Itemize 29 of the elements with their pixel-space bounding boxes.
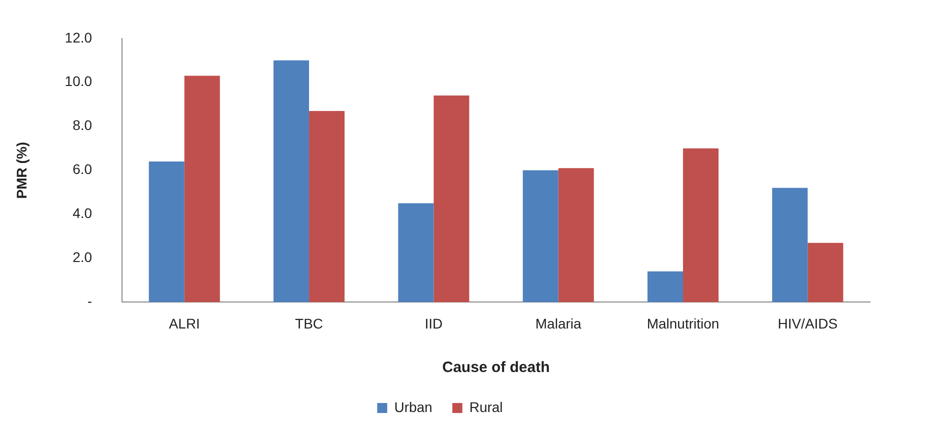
bar	[808, 242, 844, 302]
bar	[683, 148, 719, 302]
x-tick-label: Malaria	[535, 315, 582, 332]
bar	[274, 60, 310, 302]
y-axis-title: PMR (%)	[13, 142, 30, 199]
x-tick-label: TBC	[295, 315, 324, 332]
y-tick-label: 12.0	[64, 29, 92, 46]
bar	[647, 271, 684, 302]
y-tick-label: 4.0	[72, 205, 92, 222]
y-tick-label: -	[87, 293, 92, 310]
bar	[148, 162, 184, 302]
x-tick-label: Malnutrition	[646, 315, 720, 332]
x-tick-label: IID	[424, 315, 443, 332]
bar	[772, 188, 808, 302]
y-tick-label: 8.0	[72, 117, 92, 134]
x-tick-label: HIV/AIDS	[778, 315, 838, 332]
bar	[558, 168, 594, 302]
y-tick-label: 10.0	[64, 73, 92, 90]
legend-label: Rural	[469, 398, 503, 415]
bar	[434, 96, 470, 302]
legend-label: Urban	[394, 398, 432, 415]
bar	[184, 76, 220, 302]
bar	[398, 203, 434, 302]
y-tick-label: 2.0	[72, 249, 92, 266]
bar	[522, 170, 558, 302]
x-axis-title: Cause of death	[442, 359, 550, 376]
x-tick-label: ALRI	[168, 315, 200, 332]
bar	[309, 110, 345, 302]
y-tick-label: 6.0	[72, 161, 92, 178]
